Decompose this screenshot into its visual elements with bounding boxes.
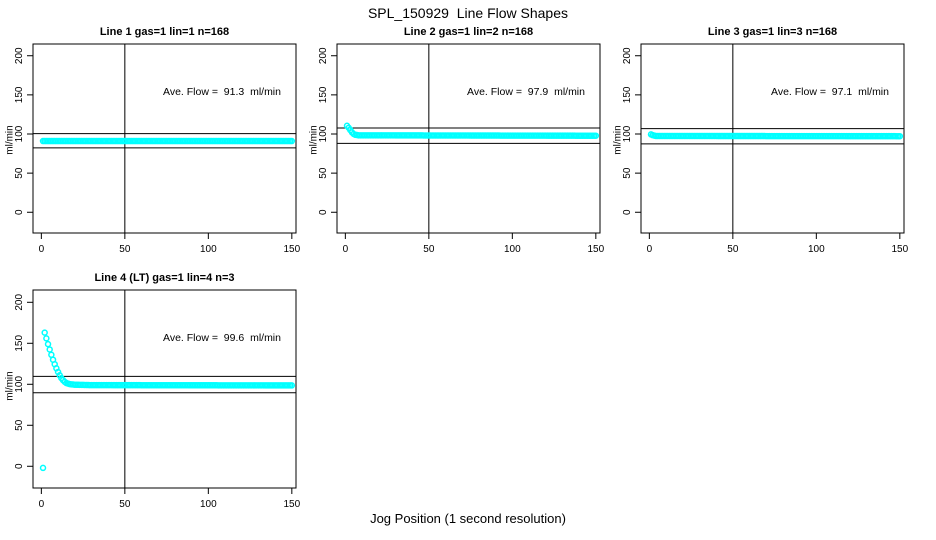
series-points — [39, 329, 296, 472]
ave-flow-annotation: Ave. Flow = 97.9 ml/min — [467, 86, 585, 98]
plot-area-line-3: 0 50 100 150 0 50 100 150 200 — [622, 43, 909, 255]
x-tick-label: 150 — [891, 244, 908, 255]
plot-area-line-2: 0 50 100 150 0 50 100 150 200 — [318, 43, 605, 255]
x-tick-label: 100 — [200, 244, 217, 255]
plot-box — [640, 43, 905, 234]
y-tick-label: 100 — [622, 125, 633, 142]
data-point — [39, 464, 47, 472]
x-tick-label: 150 — [587, 244, 604, 255]
series-points — [343, 122, 600, 139]
data-point — [43, 335, 50, 342]
y-tick-label: 0 — [14, 209, 25, 215]
y-axis-ticks: 0 50 100 150 200 — [14, 294, 33, 469]
y-tick-label: 100 — [318, 125, 329, 142]
panel-line-2: 0 50 100 150 0 50 100 150 200 Line 2 gas=1 lin=2… — [304, 18, 620, 268]
data-point — [44, 340, 52, 348]
x-tick-label: 150 — [283, 244, 300, 255]
x-tick-label: 0 — [39, 499, 45, 510]
ave-flow-annotation: Ave. Flow = 99.6 ml/min — [163, 332, 281, 344]
y-tick-label: 100 — [14, 376, 25, 393]
data-point — [592, 132, 600, 139]
series-points — [39, 137, 296, 145]
panel-title: Line 3 gas=1 lin=3 n=168 — [707, 26, 838, 38]
reference-lines — [33, 290, 296, 488]
plot-area-line-4: 0 50 100 150 0 50 100 150 200 — [14, 289, 301, 510]
x-tick-label: 0 — [343, 244, 349, 255]
x-axis-ticks: 0 50 100 150 — [647, 233, 909, 255]
data-point — [41, 329, 48, 336]
y-axis-label: ml/min — [4, 371, 16, 401]
x-axis-ticks: 0 50 100 150 — [343, 233, 605, 255]
y-tick-label: 50 — [14, 167, 25, 179]
y-axis-label: ml/min — [4, 125, 16, 155]
x-tick-label: 100 — [504, 244, 521, 255]
y-tick-label: 50 — [318, 167, 329, 179]
data-point — [896, 132, 904, 140]
ave-flow-annotation: Ave. Flow = 91.3 ml/min — [163, 86, 281, 98]
figure-title: SPL_150929 Line Flow Shapes — [367, 5, 569, 21]
y-tick-label: 50 — [622, 167, 633, 179]
panel-title: Line 2 gas=1 lin=2 n=168 — [403, 26, 534, 38]
y-tick-label: 150 — [318, 86, 329, 103]
x-axis-ticks: 0 50 100 150 — [39, 233, 301, 255]
y-tick-label: 150 — [14, 86, 25, 103]
y-tick-label: 150 — [622, 86, 633, 103]
plot-box — [32, 43, 297, 234]
y-tick-label: 200 — [14, 47, 25, 64]
plot-box — [32, 289, 297, 489]
y-tick-label: 0 — [318, 209, 329, 215]
y-tick-label: 0 — [622, 209, 633, 215]
y-axis-ticks: 0 50 100 150 200 — [14, 47, 33, 215]
panel-line-1: 0 50 100 150 0 50 100 150 200 Line 1 gas=1 lin=1… — [0, 18, 316, 268]
y-axis-ticks: 0 50 100 150 200 — [622, 47, 641, 215]
plot-box — [336, 43, 601, 234]
x-tick-label: 100 — [808, 244, 825, 255]
x-tick-label: 50 — [727, 244, 739, 255]
y-tick-label: 200 — [622, 47, 633, 64]
y-tick-label: 50 — [14, 419, 25, 431]
plot-area-line-1: 0 50 100 150 0 50 100 150 200 — [14, 43, 301, 255]
panel-title: Line 1 gas=1 lin=1 n=168 — [99, 26, 230, 38]
x-axis-ticks: 0 50 100 150 — [39, 488, 301, 510]
x-tick-label: 0 — [647, 244, 653, 255]
x-axis-label: Jog Position (1 second resolution) — [370, 511, 566, 526]
x-tick-label: 150 — [283, 499, 300, 510]
panel-line-4: 0 50 100 150 0 50 100 150 200 Line 4 (LT) gas=1 … — [0, 264, 316, 526]
x-tick-label: 50 — [119, 499, 131, 510]
y-tick-label: 150 — [14, 335, 25, 352]
panel-line-3: 0 50 100 150 0 50 100 150 200 Line 3 gas=1 lin=3… — [608, 18, 924, 268]
y-tick-label: 0 — [14, 463, 25, 469]
y-tick-label: 200 — [14, 294, 25, 311]
x-tick-label: 100 — [200, 499, 217, 510]
panel-title: Line 4 (LT) gas=1 lin=4 n=3 — [94, 272, 235, 284]
y-axis-ticks: 0 50 100 150 200 — [318, 47, 337, 215]
y-axis-label: ml/min — [612, 125, 624, 155]
y-tick-label: 200 — [318, 47, 329, 64]
x-tick-label: 0 — [39, 244, 45, 255]
y-axis-label: ml/min — [308, 125, 320, 155]
series-points — [647, 131, 904, 140]
x-tick-label: 50 — [423, 244, 435, 255]
data-point — [288, 137, 296, 145]
x-tick-label: 50 — [119, 244, 131, 255]
y-tick-label: 100 — [14, 125, 25, 142]
data-point — [288, 382, 296, 389]
ave-flow-annotation: Ave. Flow = 97.1 ml/min — [771, 86, 889, 98]
data-point — [46, 346, 53, 353]
